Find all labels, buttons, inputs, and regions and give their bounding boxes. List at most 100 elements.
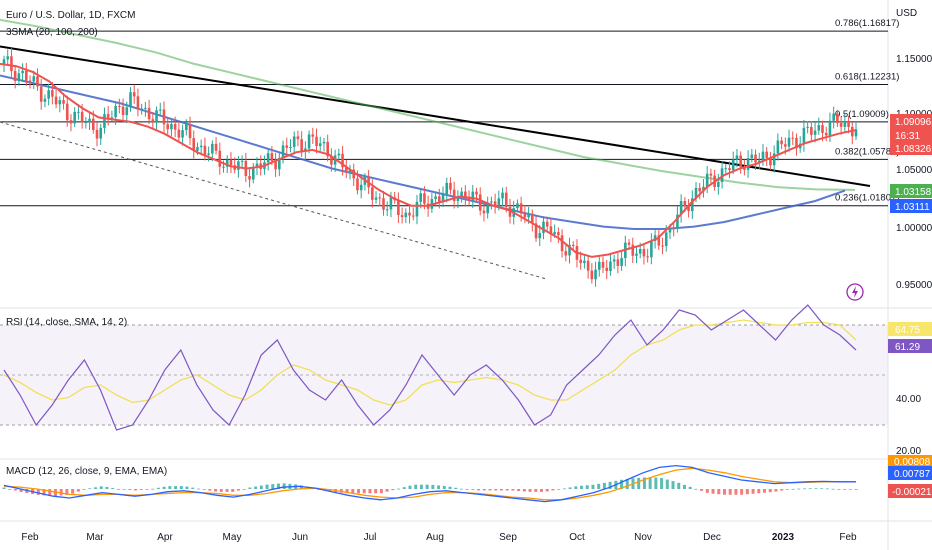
macd-histogram-bar [602,482,606,489]
macd-histogram-bar [174,486,178,489]
candle-body [784,144,787,147]
price-tick: 0.95000 [896,280,932,291]
candle-body [627,242,631,245]
candle-body [832,113,835,121]
candle-body [843,121,847,127]
macd-histogram-bar [248,487,252,489]
rsi-tick: 40.00 [896,394,921,405]
candle-body [237,161,240,170]
candle-body [32,76,36,82]
macd-histogram-bar [568,487,572,489]
candle-body [91,118,95,130]
candle-body [739,155,742,167]
candle-body [13,71,17,82]
macd-histogram-bar [763,489,767,493]
rsi-line[interactable] [3,304,857,431]
candle-body [419,193,422,202]
candle-body [77,111,80,113]
rsi-ma-line[interactable] [3,319,857,406]
macd-histogram-bar [151,488,155,490]
macd-histogram-bar [734,489,738,495]
candle-body [527,213,530,218]
fib-level-label: 0.382(1.05787) [835,146,899,157]
candle-body [132,92,136,97]
candle-body [203,145,207,155]
macd-histogram-bar [397,488,401,490]
macd-histogram-bar [574,486,578,489]
macd-histogram-bar [48,489,52,496]
candle-body [445,182,449,195]
fibonacci-levels[interactable]: 0.786(1.16817) 0.618(1.12231) 0.5(1.09009)… [0,18,899,207]
candle-body [519,203,523,214]
time-axis-label: May [223,532,242,543]
macd-histogram-bar [557,489,561,490]
macd-histogram-bar [585,485,589,489]
macd-histogram-bar [820,488,824,490]
time-axis-label: Feb [21,532,39,543]
macd-histogram-bar [76,489,80,492]
time-axis[interactable]: Feb Mar Apr May Jun Jul Aug Sep Oct Nov Dec 2023 Feb [21,532,857,543]
candle-body [374,197,378,200]
candle-body [504,192,508,207]
trendline[interactable] [0,45,871,187]
candle-body [516,203,519,209]
candle-body [385,209,389,211]
candle-body [616,259,620,266]
macd-histogram-bar [236,489,240,491]
macd-histogram[interactable] [2,477,858,496]
candle-body [181,130,184,138]
candle-body [173,124,177,130]
macd-histogram-bar [517,489,521,492]
macd-histogram-bar [803,488,807,490]
candle-body [765,151,769,158]
candle-body [415,201,419,217]
macd-histogram-bar [231,489,235,492]
candle-body [467,198,471,201]
macd-histogram-bar [454,487,458,489]
time-axis-label: Nov [634,532,652,543]
macd-histogram-bar [459,488,463,490]
lightning-icon[interactable] [846,283,864,301]
macd-histogram-bar [660,478,664,489]
macd-histogram-bar [814,488,818,490]
rsi-ma-tag-bg [888,322,932,336]
macd-histogram-bar [448,486,452,489]
candle-body [769,157,772,166]
macd-line[interactable] [3,464,857,503]
candle-body [188,124,192,139]
candle-body [136,96,140,110]
macd-histogram-bar [225,489,229,492]
candle-body [326,141,329,157]
sma-20-line[interactable] [0,62,856,258]
candle-body [538,233,542,239]
candle-body [39,86,43,102]
candle-body [806,126,809,128]
candle-body [400,215,404,218]
price-tag-text: 1.09096 [895,117,932,128]
candle-body [460,191,463,198]
macd-histogram-bar [414,484,418,489]
candle-body [177,129,181,138]
macd-histogram-bar [717,489,721,495]
macd-histogram-bar [505,489,509,491]
candle-body [248,175,251,180]
sma-200-line[interactable] [0,18,856,191]
candle-body [646,256,649,258]
signal-tag-text: 0.00808 [894,457,931,468]
candle-body [743,166,746,170]
candle-body [679,200,683,215]
candle-body [579,259,582,264]
macd-histogram-bar [665,479,669,489]
candle-body [824,132,828,136]
macd-histogram-bar [837,489,841,490]
candle-body [322,141,326,144]
macd-histogram-bar [271,484,275,489]
candle-body [817,125,821,131]
support-line[interactable] [0,121,547,280]
macd-histogram-bar [774,489,778,492]
candle-body [813,130,817,135]
candle-body [397,200,400,216]
candle-body [687,206,690,212]
macd-histogram-bar [494,489,498,491]
